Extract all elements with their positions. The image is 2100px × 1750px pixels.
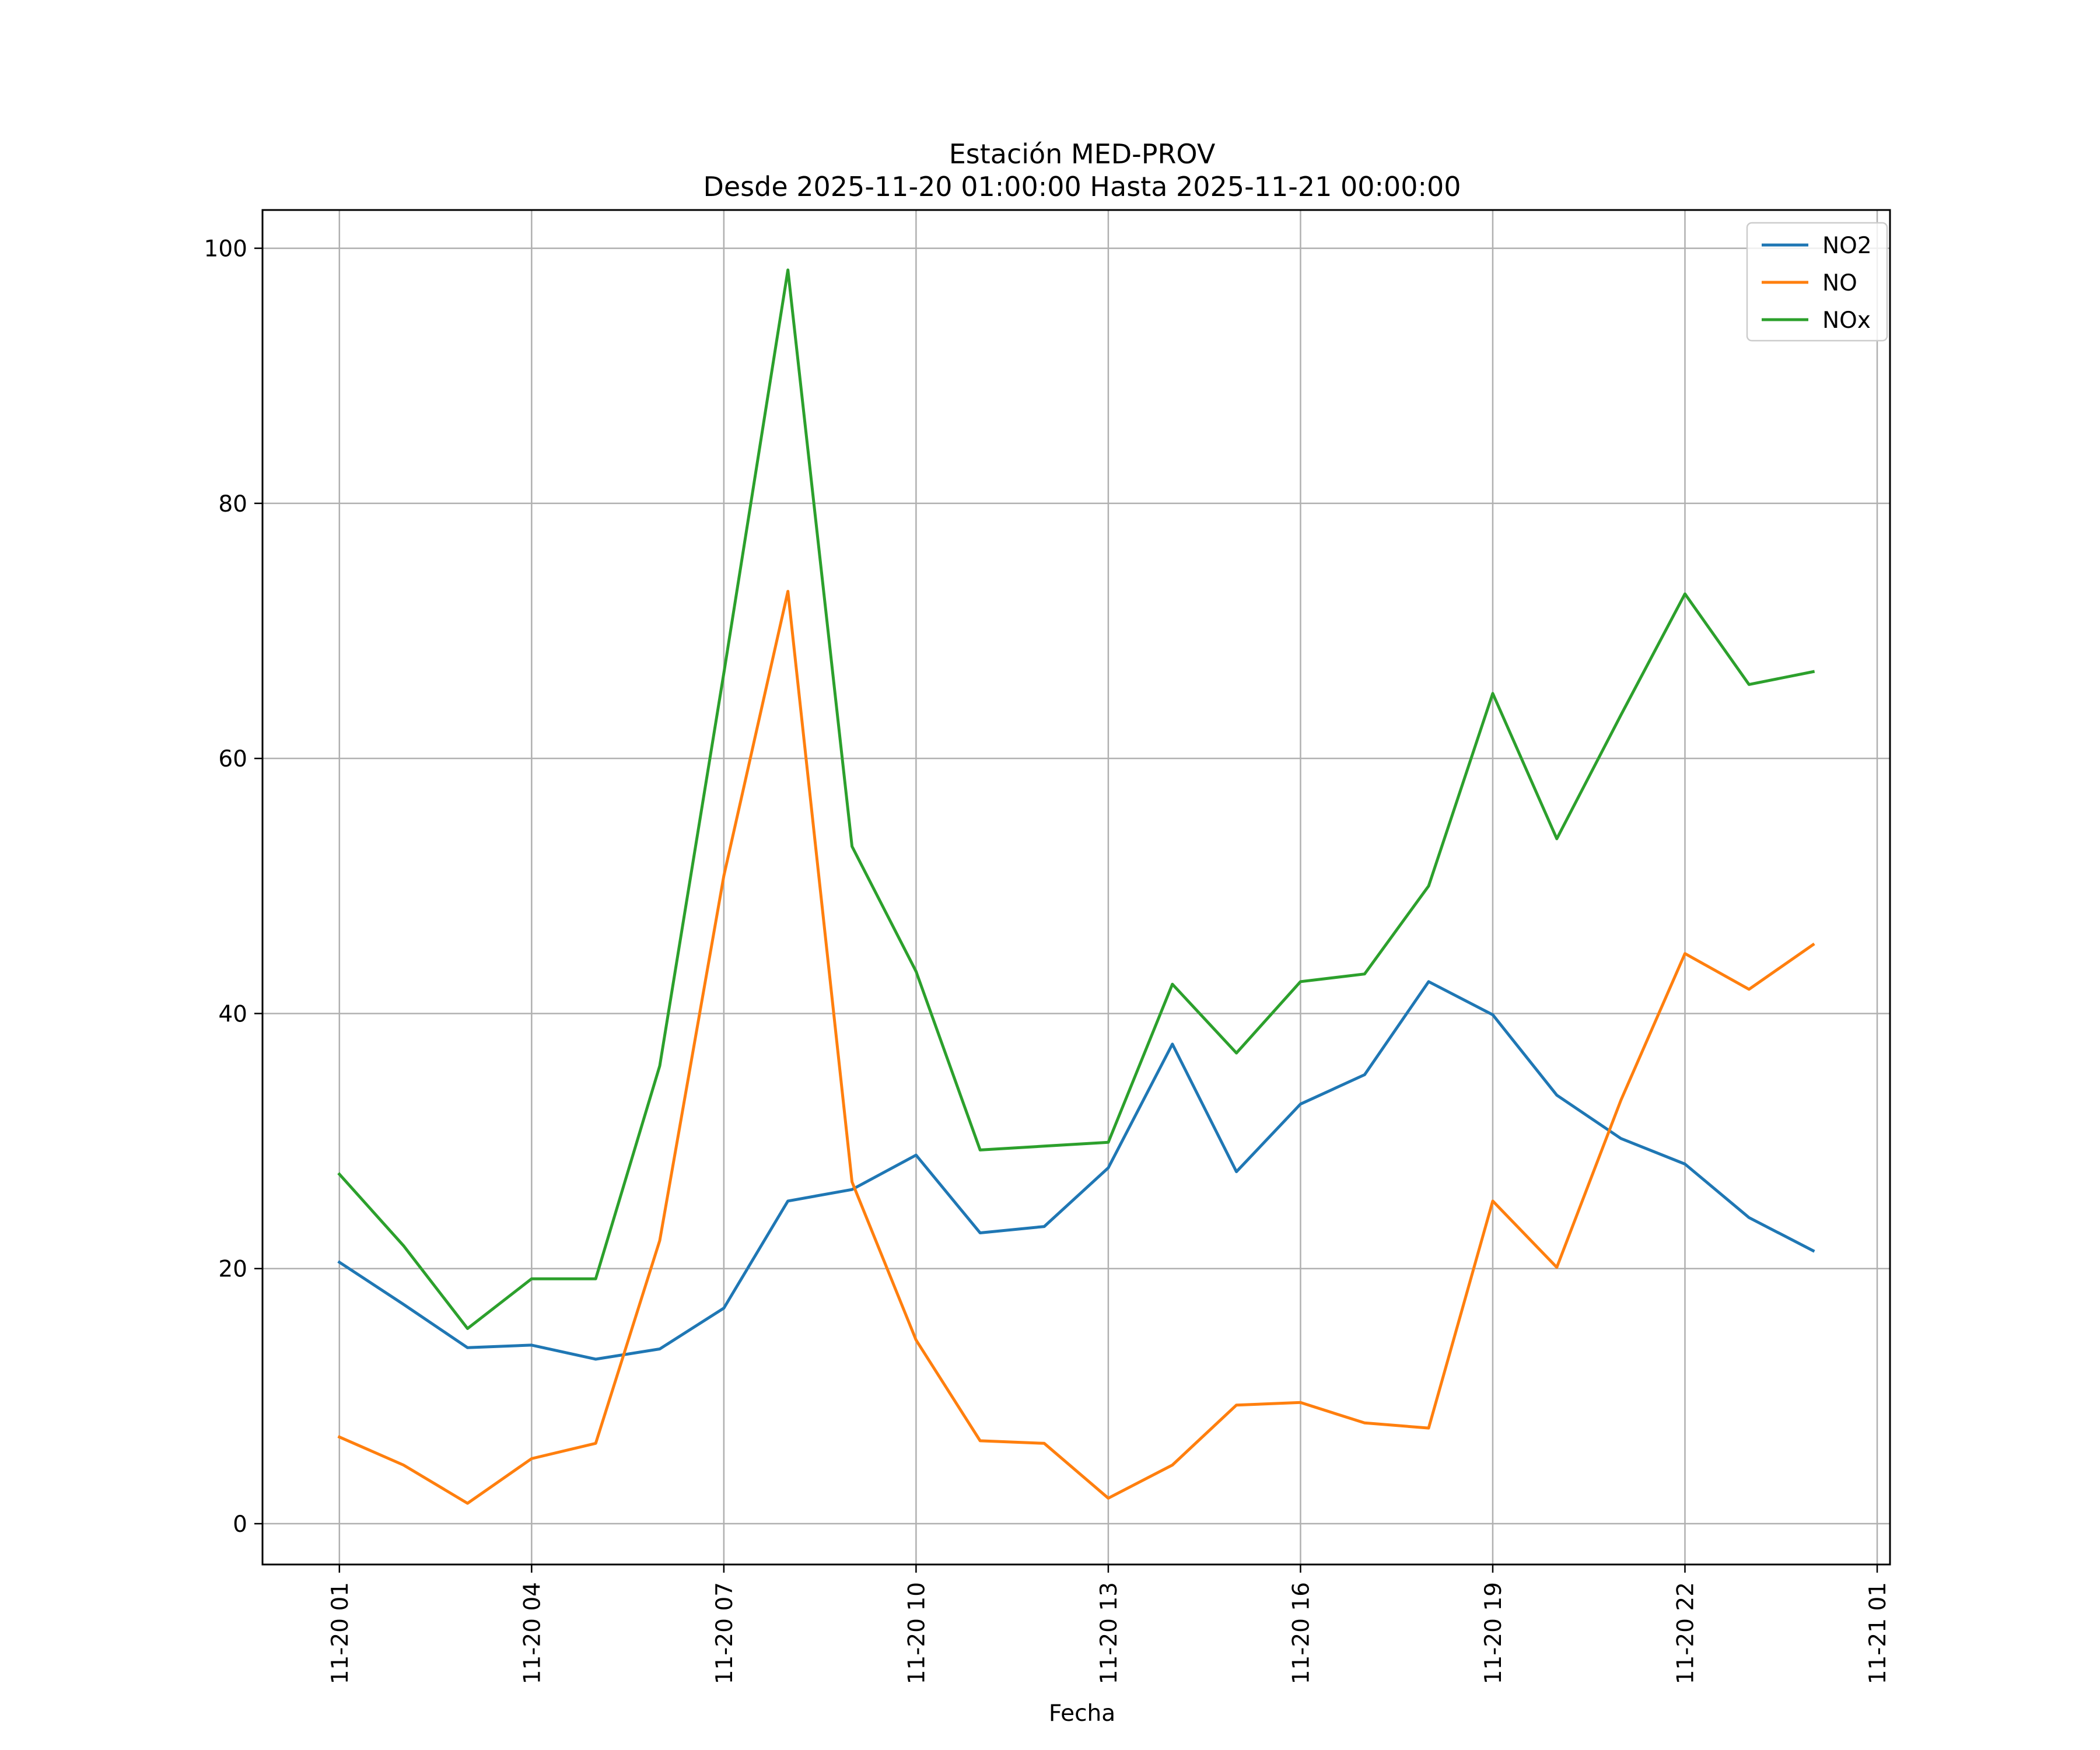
x-tick-label: 11-20 04 bbox=[519, 1582, 545, 1684]
x-tick-label: 11-20 10 bbox=[904, 1582, 930, 1684]
chart-title: Estación MED-PROV bbox=[949, 138, 1216, 170]
series-line-no2 bbox=[337, 980, 1815, 1361]
legend: NO2 NO NOx bbox=[1746, 222, 1888, 342]
y-tick-label: 60 bbox=[218, 746, 247, 772]
legend-box bbox=[1746, 222, 1888, 342]
grid bbox=[262, 210, 1890, 1564]
y-tick-label: 100 bbox=[204, 236, 247, 262]
y-tick-label: 0 bbox=[233, 1511, 247, 1538]
x-tick-label: 11-20 22 bbox=[1673, 1582, 1699, 1684]
series-line-no bbox=[337, 590, 1815, 1505]
x-tick-label: 11-21 01 bbox=[1865, 1582, 1891, 1684]
y-tick-label: 20 bbox=[218, 1256, 247, 1283]
chart-subtitle: Desde 2025-11-20 01:00:00 Hasta 2025-11-… bbox=[703, 171, 1461, 202]
y-axis: 0 20 40 60 80 100 bbox=[204, 236, 262, 1538]
plot-area-frame bbox=[261, 209, 1891, 1566]
legend-label-nox: NOx bbox=[1822, 307, 1871, 334]
x-tick-label: 11-20 07 bbox=[712, 1582, 738, 1684]
legend-label-no: NO bbox=[1822, 270, 1857, 296]
x-axis-label: Fecha bbox=[1049, 1700, 1115, 1727]
x-tick-label: 11-20 13 bbox=[1096, 1582, 1122, 1684]
x-tick-label: 11-20 19 bbox=[1480, 1582, 1507, 1684]
series-lines bbox=[337, 268, 1815, 1505]
y-tick-label: 40 bbox=[218, 1001, 247, 1027]
legend-label-no2: NO2 bbox=[1822, 233, 1872, 259]
x-axis: 11-20 01 11-20 04 11-20 07 11-20 10 11-20 13… bbox=[327, 1564, 1891, 1684]
y-tick-label: 80 bbox=[218, 491, 247, 517]
series-line-nox bbox=[337, 268, 1815, 1330]
x-tick-label: 11-20 16 bbox=[1288, 1582, 1314, 1684]
x-tick-label: 11-20 01 bbox=[327, 1582, 354, 1684]
